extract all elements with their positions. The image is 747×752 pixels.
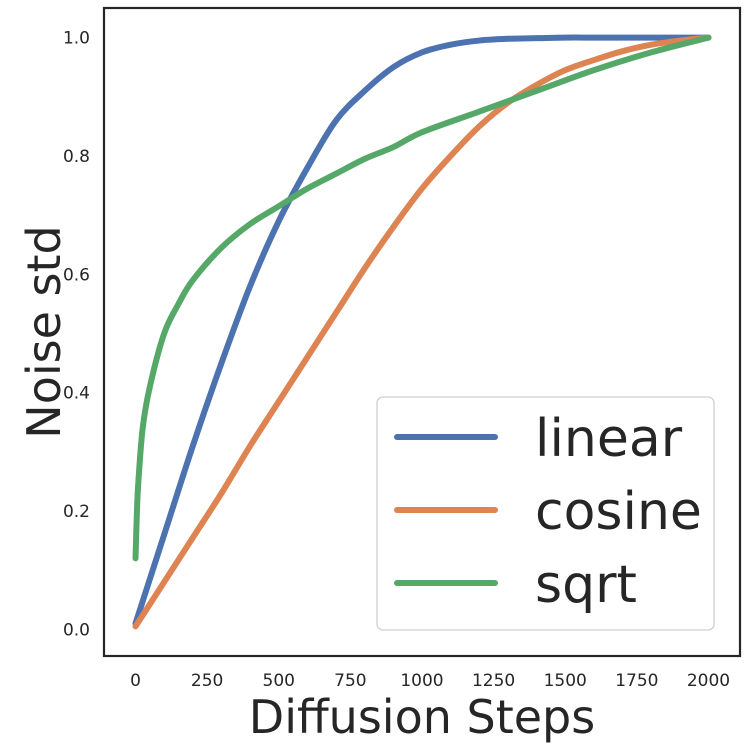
x-tick-label: 500 [263, 671, 295, 691]
series-line-sqrt [132, 34, 712, 562]
x-tick-label: 2000 [687, 671, 730, 691]
series-line-linear [132, 34, 712, 627]
legend-label-cosine: cosine [535, 482, 702, 542]
y-tick-label: 0.6 [63, 265, 90, 285]
x-tick-label: 1750 [615, 671, 658, 691]
y-tick-label: 0.4 [63, 384, 90, 404]
x-tick-label: 1500 [544, 671, 587, 691]
x-tick-label: 0 [130, 671, 141, 691]
legend: linear cosine sqrt [376, 396, 715, 631]
x-tick-label: 250 [191, 671, 223, 691]
y-tick-label: 0.8 [63, 147, 90, 167]
y-tick-label: 1.0 [63, 29, 90, 49]
series-line-cosine [132, 34, 712, 630]
legend-label-linear: linear [535, 409, 683, 469]
y-tick-label: 0.0 [63, 620, 90, 640]
legend-label-sqrt: sqrt [535, 555, 637, 615]
x-axis-title: Diffusion Steps [249, 690, 595, 744]
x-tick-label: 1000 [400, 671, 443, 691]
y-tick-label: 0.2 [63, 502, 90, 522]
x-tick-label: 1250 [472, 671, 515, 691]
x-tick-label: 750 [334, 671, 366, 691]
y-axis-title: Noise std [17, 225, 71, 438]
legend-box [376, 396, 715, 631]
